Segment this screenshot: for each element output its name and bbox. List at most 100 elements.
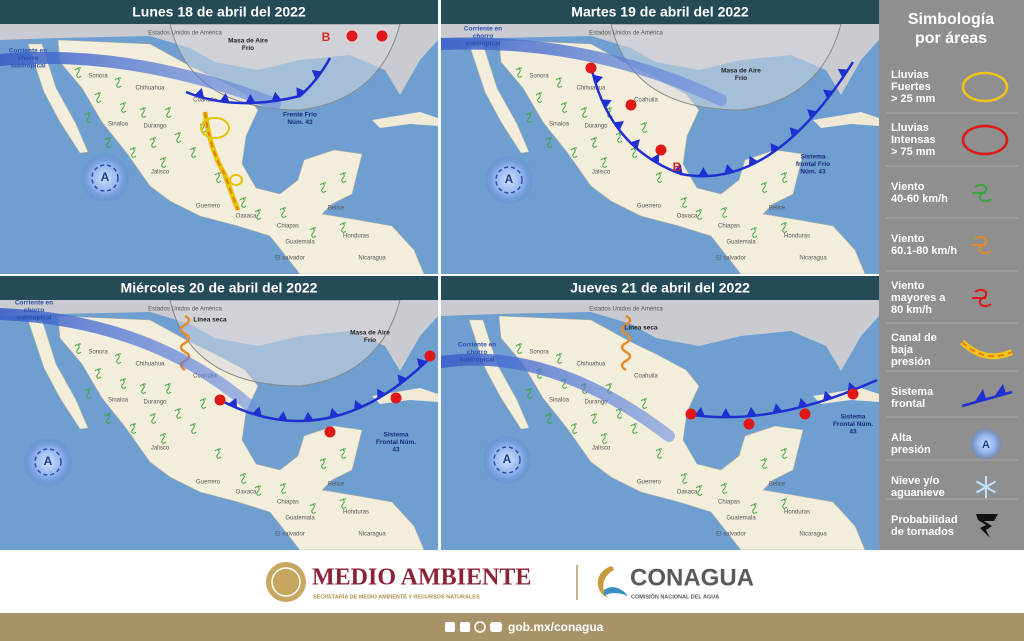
place-label: Coahuila — [193, 98, 217, 104]
place-label: Belice — [769, 206, 786, 212]
annotation: Sistema Frontal Núm. 43 — [833, 413, 873, 435]
icon-wind — [972, 235, 992, 255]
place-label: Honduras — [784, 234, 810, 240]
annotation: Sistema frontal Frío Núm. 43 — [796, 153, 830, 175]
front-triangle — [252, 406, 262, 417]
place-label: Estados Unidos de América — [148, 307, 222, 313]
wind-icon — [655, 172, 663, 183]
place-label: Belice — [769, 482, 786, 488]
front-triangle — [303, 411, 314, 421]
footer-url[interactable]: gob.mx/conagua — [508, 620, 604, 634]
annotation-line: Núm. 43 — [800, 168, 826, 175]
wind-icon — [129, 147, 137, 158]
wind-icon — [525, 388, 533, 399]
wind-icon — [279, 483, 287, 494]
front-triangle — [837, 68, 849, 78]
legend-label: Alta — [891, 432, 913, 444]
annotation-line: 43 — [392, 446, 400, 453]
wind-icon — [84, 388, 92, 399]
warm-front-dot — [390, 392, 402, 404]
panel-header — [441, 276, 879, 300]
warm-front-dot — [376, 30, 388, 42]
place-label: Guerrero — [196, 480, 221, 486]
wind-icon — [780, 172, 788, 183]
place-label: El salvador — [275, 532, 305, 538]
facebook-icon[interactable] — [445, 622, 455, 632]
annotation-line: Frío — [364, 337, 376, 344]
wind-icon — [515, 67, 523, 78]
wind-icon — [139, 107, 147, 118]
front-triangle — [746, 406, 757, 417]
warm-front-dot — [346, 30, 358, 42]
front-triangle — [724, 164, 735, 174]
high-pressure-ring — [34, 448, 62, 476]
front-triangle — [748, 155, 758, 166]
place-label: Belice — [328, 482, 345, 488]
icon-high-letter: A — [982, 439, 990, 451]
annotation: Frente Frío Núm. 43 — [283, 111, 317, 126]
wind-icon — [760, 458, 768, 469]
baja-land — [468, 319, 530, 430]
icon-wind — [972, 183, 992, 203]
front-triangle — [630, 139, 640, 150]
legend-label: Viento — [891, 181, 925, 193]
high-pressure-halo — [24, 438, 72, 486]
annotation-line: subtropical — [10, 62, 45, 69]
warm-front-dot — [214, 394, 226, 406]
front-line — [589, 61, 855, 178]
wind-icon — [84, 112, 92, 123]
legend-label: Viento — [891, 280, 925, 292]
youtube-icon[interactable] — [490, 622, 502, 632]
place-label: Chiapas — [718, 224, 740, 230]
place-label: Honduras — [784, 510, 810, 516]
wind-icon — [279, 207, 287, 218]
place-label: Oaxaca — [677, 490, 698, 496]
instagram-icon[interactable] — [474, 621, 486, 633]
warm-front-dot — [585, 62, 597, 74]
map: Estados Unidos de América Sonora Chihuahua… — [441, 24, 879, 274]
annotation-line: chorro — [467, 349, 488, 356]
legend-label: aguanieve — [891, 487, 945, 499]
icon-trough-dash — [961, 341, 1013, 358]
wind-icon — [254, 485, 262, 496]
front-triangle — [789, 127, 800, 138]
high-pressure-halo — [483, 436, 531, 484]
wind-icon — [149, 137, 157, 148]
front-triangle — [807, 109, 818, 119]
warm-front-dot — [324, 426, 336, 438]
place-label: Nicaragua — [799, 532, 827, 538]
front-triangle — [311, 70, 322, 80]
twitter-icon[interactable] — [460, 622, 470, 632]
icon-snow — [975, 480, 997, 494]
wind-icon — [339, 498, 347, 509]
annotation: Corriente en chorro subtropical — [9, 47, 47, 69]
footer: MEDIO AMBIENTE SECRETARÍA DE MEDIO AMBIE… — [0, 562, 1024, 641]
place-label: Nicaragua — [358, 256, 386, 262]
warm-front-dot — [799, 408, 811, 420]
pressure-letter: A — [101, 170, 110, 184]
wind-icon — [580, 107, 588, 118]
annotation-line: frontal Frío — [796, 161, 830, 168]
place-label: Chiapas — [718, 500, 740, 506]
wind-icon — [149, 413, 157, 424]
warm-front-dot — [625, 99, 637, 111]
front-triangle — [613, 121, 624, 131]
annotation-line: Masa de Aire — [721, 67, 761, 74]
wind-icon — [680, 197, 688, 208]
annotation: Corriente en chorro subtropical — [458, 341, 496, 363]
front-triangle — [823, 89, 834, 99]
wind-icon — [159, 433, 167, 444]
panel-title: Lunes 18 de abril del 2022 — [132, 4, 306, 20]
legend-label: Canal de — [891, 332, 937, 344]
annotation-line: chorro — [18, 55, 39, 62]
legend-label: Nieve y/o — [891, 475, 940, 487]
legend-label: baja — [891, 344, 914, 356]
legend-label: de tornados — [891, 526, 954, 538]
map: Estados Unidos de América Sonora Chihuahua… — [0, 24, 438, 274]
legend-label: Fuertes — [891, 81, 931, 93]
front-triangle — [228, 397, 238, 409]
annotation-line: Sistema — [841, 413, 866, 420]
place-label: Durango — [143, 400, 167, 406]
